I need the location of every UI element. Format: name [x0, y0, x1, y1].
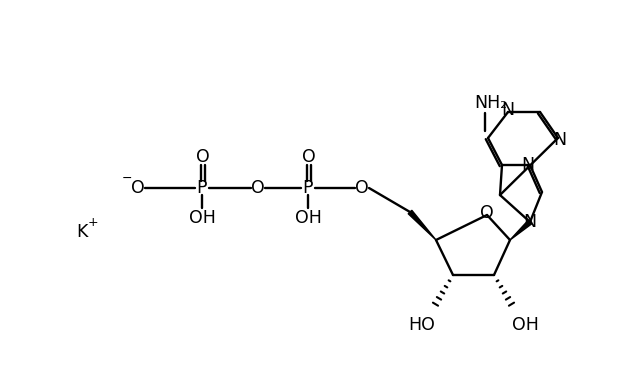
Text: O: O	[131, 179, 145, 197]
Text: K: K	[76, 223, 88, 241]
Text: OH: OH	[511, 316, 538, 334]
Text: +: +	[88, 216, 99, 229]
Polygon shape	[510, 220, 532, 240]
Text: NH₂: NH₂	[474, 94, 508, 112]
Text: N: N	[554, 131, 566, 149]
Text: N: N	[501, 101, 515, 119]
Text: O: O	[480, 204, 494, 222]
Text: P: P	[196, 179, 207, 197]
Text: −: −	[122, 172, 132, 184]
Text: OH: OH	[189, 209, 216, 227]
Text: O: O	[196, 148, 210, 166]
Text: N: N	[522, 156, 534, 174]
Text: O: O	[302, 148, 316, 166]
Polygon shape	[408, 210, 436, 240]
Text: O: O	[251, 179, 265, 197]
Text: OH: OH	[294, 209, 321, 227]
Text: O: O	[355, 179, 369, 197]
Text: HO: HO	[408, 316, 435, 334]
Text: N: N	[524, 213, 536, 231]
Text: P: P	[303, 179, 313, 197]
